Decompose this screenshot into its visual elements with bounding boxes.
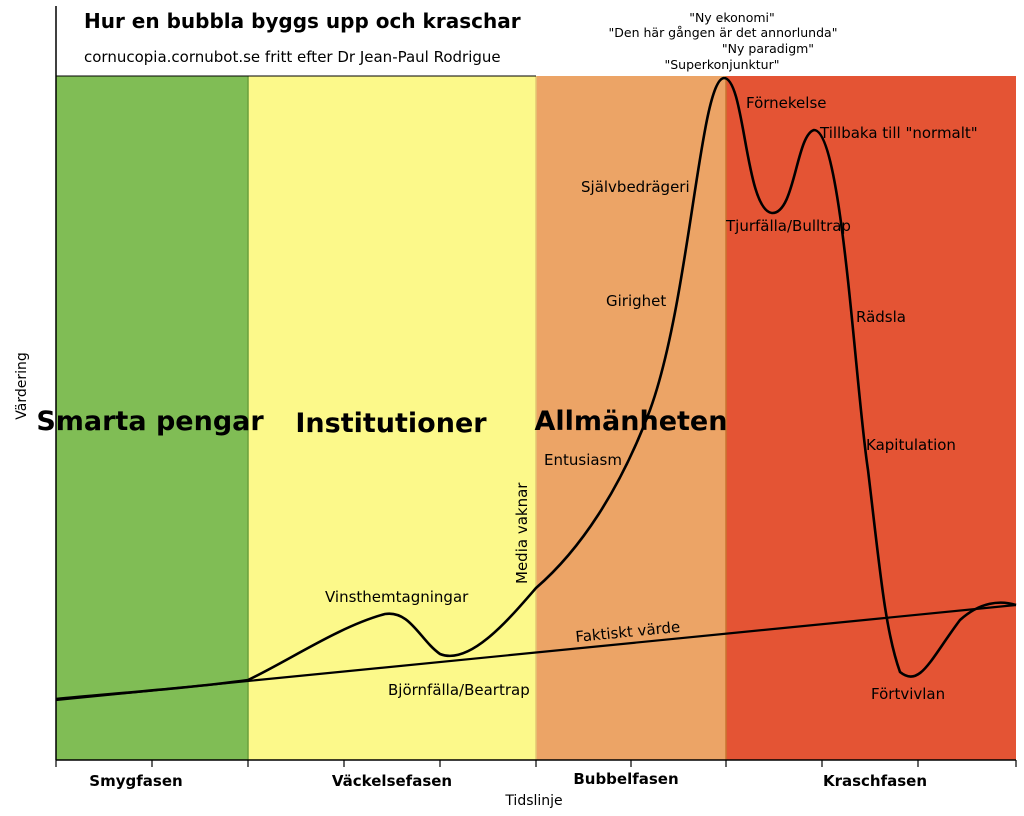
- quote-ny-paradigm: "Ny paradigm": [722, 41, 814, 56]
- chart-subtitle: cornucopia.cornubot.se fritt efter Dr Je…: [84, 48, 501, 66]
- phase-label-bubbelfasen: Bubbelfasen: [573, 770, 678, 788]
- label-kapitulation: Kapitulation: [866, 436, 956, 454]
- zone-institutioner: [248, 76, 536, 760]
- y-axis-title: Värdering: [14, 352, 30, 419]
- label-sjalvbedrageri: Självbedrägeri: [581, 178, 690, 196]
- zone-label-allmanheten: Allmänheten: [535, 406, 728, 437]
- label-entusiasm: Entusiasm: [544, 451, 622, 469]
- zone-label-institutioner: Institutioner: [295, 408, 487, 439]
- label-vinsthemtagningar: Vinsthemtagningar: [325, 588, 469, 606]
- zone-smarta-pengar: [56, 76, 248, 760]
- label-radsla: Rädsla: [856, 308, 906, 326]
- phase-label-vackelsefasen: Väckelsefasen: [332, 772, 452, 790]
- label-fortvivlan: Förtvivlan: [871, 685, 945, 703]
- zone-krasch: [726, 76, 1016, 760]
- x-axis-title: Tidslinje: [504, 793, 562, 809]
- x-axis-ticks: [55, 760, 1017, 767]
- label-bjornfalla: Björnfälla/Beartrap: [388, 681, 530, 699]
- chart-title: Hur en bubbla byggs upp och kraschar: [84, 9, 521, 33]
- label-fornekelse: Förnekelse: [746, 94, 827, 112]
- zone-label-smarta-pengar: Smarta pengar: [36, 406, 264, 437]
- label-tjurfalla: Tjurfälla/Bulltrap: [725, 217, 851, 235]
- quote-ny-ekonomi: "Ny ekonomi": [689, 10, 775, 25]
- phase-label-smygfasen: Smygfasen: [89, 772, 182, 790]
- quote-annorlunda: "Den här gången är det annorlunda": [609, 25, 838, 40]
- label-tillbaka-till-normalt: Tillbaka till "normalt": [819, 124, 978, 142]
- label-girighet: Girighet: [606, 292, 666, 310]
- label-media-vaknar: Media vaknar: [513, 482, 531, 584]
- quote-superkonjunktur: "Superkonjunktur": [664, 57, 779, 72]
- phase-label-kraschfasen: Kraschfasen: [823, 772, 927, 790]
- bubble-curve: [55, 76, 1017, 701]
